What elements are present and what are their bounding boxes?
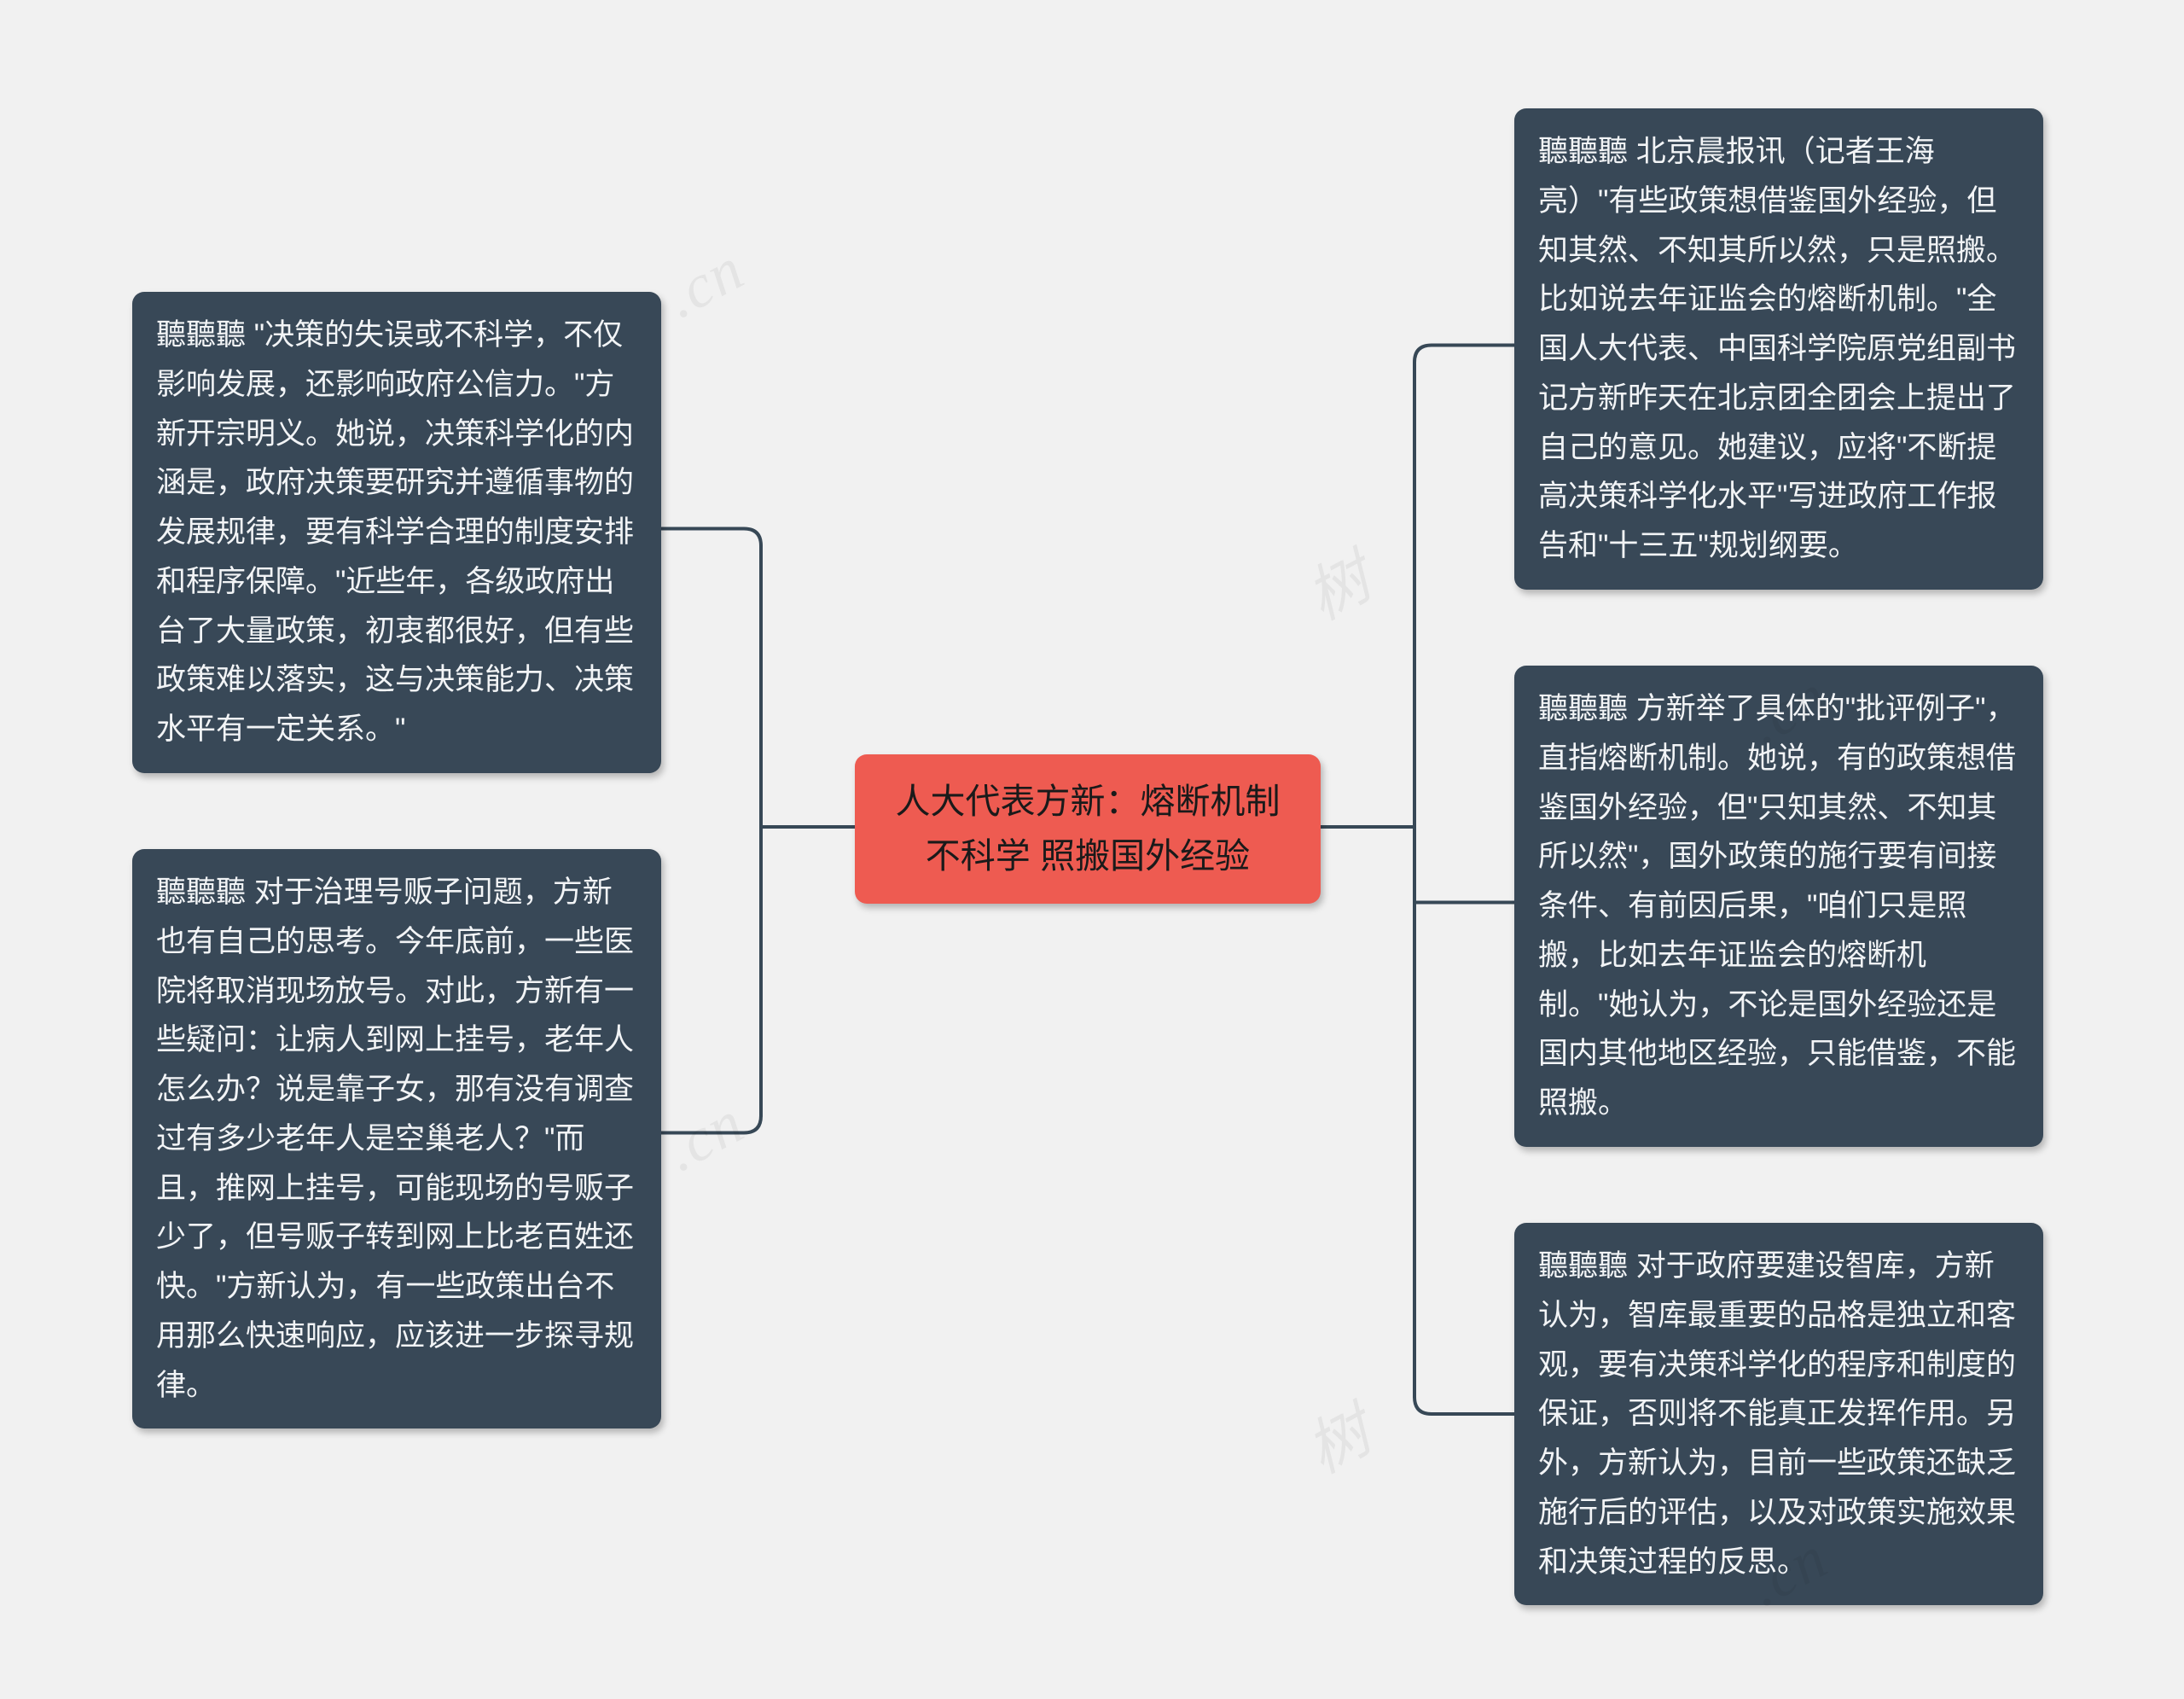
watermark: .cn — [653, 233, 756, 332]
right-node-2: 聽聽聽 方新举了具体的"批评例子"，直指熔断机制。她说，有的政策想借鉴国外经验，… — [1514, 666, 2043, 1147]
right-node-3: 聽聽聽 对于政府要建设智库，方新认为，智库最重要的品格是独立和客观，要有决策科学… — [1514, 1223, 2043, 1605]
right-node-1-text: 聽聽聽 北京晨报讯（记者王海亮）"有些政策想借鉴国外经验，但知其然、不知其所以然… — [1538, 135, 2016, 562]
left-node-2: 聽聽聽 对于治理号贩子问题，方新也有自己的思考。今年底前，一些医院将取消现场放号… — [132, 849, 661, 1428]
right-node-3-text: 聽聽聽 对于政府要建设智库，方新认为，智库最重要的品格是独立和客观，要有决策科学… — [1538, 1249, 2016, 1579]
right-node-2-text: 聽聽聽 方新举了具体的"批评例子"，直指熔断机制。她说，有的政策想借鉴国外经验，… — [1538, 692, 2016, 1120]
watermark: 树 — [1288, 1382, 1386, 1490]
center-line2: 不科学 照搬国外经验 — [880, 829, 1295, 884]
left-node-1-text: 聽聽聽 "决策的失误或不科学，不仅影响发展，还影响政府公信力。"方新开宗明义。她… — [156, 318, 634, 746]
left-node-1: 聽聽聽 "决策的失误或不科学，不仅影响发展，还影响政府公信力。"方新开宗明义。她… — [132, 292, 661, 773]
watermark: .cn — [653, 1086, 756, 1185]
right-node-1: 聽聽聽 北京晨报讯（记者王海亮）"有些政策想借鉴国外经验，但知其然、不知其所以然… — [1514, 108, 2043, 590]
watermark: 树 — [1288, 528, 1386, 637]
center-topic: 人大代表方新：熔断机制 不科学 照搬国外经验 — [855, 754, 1321, 904]
left-node-2-text: 聽聽聽 对于治理号贩子问题，方新也有自己的思考。今年底前，一些医院将取消现场放号… — [156, 876, 634, 1402]
mindmap-canvas: 人大代表方新：熔断机制 不科学 照搬国外经验 聽聽聽 "决策的失误或不科学，不仅… — [0, 0, 2184, 1699]
center-line1: 人大代表方新：熔断机制 — [880, 775, 1295, 829]
